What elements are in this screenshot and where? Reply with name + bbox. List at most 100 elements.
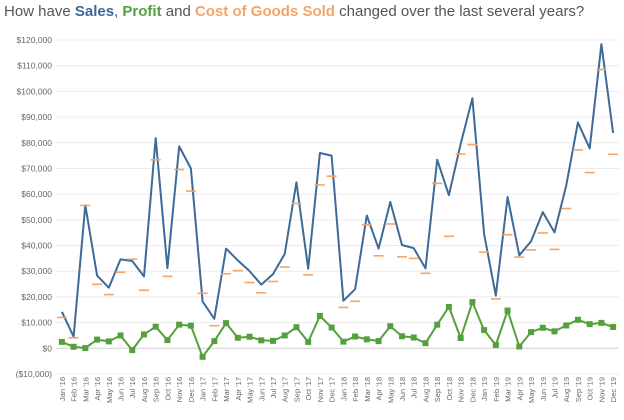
x-tick-label: Feb '17 <box>210 377 219 402</box>
x-tick-label: Oct '17 <box>304 377 313 401</box>
x-tick-label: Mar '19 <box>504 377 513 402</box>
profit-point <box>328 324 335 331</box>
profit-point <box>586 321 593 328</box>
x-tick-label: Mar '17 <box>222 377 231 402</box>
profit-point <box>305 338 312 345</box>
x-tick-label: Apr '16 <box>93 377 102 401</box>
y-axis: ($10,000) $0 $10,000 $20,000 $30,000 $40,000 $… <box>16 35 53 379</box>
x-tick-label: Sep '17 <box>292 377 301 402</box>
profit-point <box>234 334 241 341</box>
profit-point <box>399 333 406 340</box>
x-tick-label: Jun '16 <box>117 377 126 401</box>
x-tick-label: Jan '16 <box>58 377 67 401</box>
profit-point <box>140 331 147 338</box>
profit-point <box>281 332 288 339</box>
profit-point <box>246 333 253 340</box>
x-tick-label: Aug '18 <box>421 377 430 402</box>
x-tick-label: Oct '19 <box>586 377 595 401</box>
x-tick-label: Dec '17 <box>328 377 337 402</box>
x-tick-label: May '16 <box>105 377 114 403</box>
profit-point <box>117 332 124 339</box>
profit-point <box>187 322 194 329</box>
title-prefix: How have <box>4 3 75 20</box>
profit-point <box>164 337 171 344</box>
profit-point <box>105 338 112 345</box>
x-tick-label: Mar '18 <box>363 377 372 402</box>
x-tick-label: Jan '17 <box>199 377 208 401</box>
profit-point <box>316 312 323 319</box>
y-tick-label: ($10,000) <box>16 369 53 379</box>
profit-point <box>58 338 65 345</box>
profit-point <box>176 321 183 328</box>
y-tick-label: $10,000 <box>21 318 52 328</box>
x-tick-label: May '18 <box>386 377 395 403</box>
x-tick-label: Oct '16 <box>163 377 172 401</box>
x-tick-label: Aug '19 <box>562 377 571 402</box>
gridlines <box>56 39 619 375</box>
x-tick-label: Feb '18 <box>351 377 360 402</box>
x-tick-label: Nov '16 <box>175 377 184 402</box>
title-sep2: and <box>161 3 195 20</box>
x-tick-label: Jan '19 <box>480 377 489 401</box>
x-tick-label: May '19 <box>527 377 536 403</box>
x-tick-label: Sep '19 <box>574 377 583 402</box>
sales-line <box>60 43 615 338</box>
x-tick-label: Apr '19 <box>515 377 524 401</box>
profit-point <box>598 319 605 326</box>
profit-point <box>563 322 570 329</box>
y-tick-label: $80,000 <box>21 138 52 148</box>
profit-point <box>199 353 206 360</box>
x-tick-label: Nov '17 <box>316 377 325 402</box>
x-tick-label: Jul '17 <box>269 377 278 398</box>
profit-point <box>469 299 476 306</box>
x-tick-label: Jul '16 <box>128 377 137 398</box>
profit-point <box>293 324 300 331</box>
y-tick-label: $110,000 <box>17 61 52 71</box>
profit-point <box>504 307 511 314</box>
x-tick-label: Aug '17 <box>281 377 290 402</box>
x-tick-label: Jul '18 <box>410 377 419 398</box>
profit-point <box>516 343 523 350</box>
profit-point <box>352 333 359 340</box>
y-tick-label: $100,000 <box>17 86 53 96</box>
x-tick-label: Jun '19 <box>539 377 548 401</box>
title-cogs: Cost of Goods Sold <box>194 3 335 20</box>
profit-point <box>528 329 535 336</box>
x-tick-label: Oct '18 <box>445 377 454 401</box>
x-tick-label: Jan '18 <box>339 377 348 401</box>
x-tick-label: May '17 <box>246 377 255 403</box>
profit-point <box>152 323 159 330</box>
x-tick-label: Nov '19 <box>597 377 606 402</box>
y-tick-label: $50,000 <box>21 215 52 225</box>
x-tick-label: Mar '16 <box>81 377 90 402</box>
profit-point <box>269 337 276 344</box>
profit-point <box>422 340 429 347</box>
title-suffix: changed over the last several years? <box>334 3 585 20</box>
profit-point <box>551 328 558 335</box>
x-tick-label: Sep '18 <box>433 377 442 402</box>
y-tick-label: $30,000 <box>21 266 52 276</box>
x-tick-label: Feb '16 <box>70 377 79 402</box>
x-tick-label: Sep '16 <box>152 377 161 402</box>
profit-point <box>211 338 218 345</box>
y-tick-label: $0 <box>43 343 53 353</box>
y-tick-label: $90,000 <box>21 112 52 122</box>
x-tick-label: Jun '18 <box>398 377 407 401</box>
profit-point <box>258 337 265 344</box>
profit-point <box>445 303 452 310</box>
profit-point <box>94 336 101 343</box>
profit-point <box>82 345 89 352</box>
x-tick-label: Dec '16 <box>187 377 196 402</box>
profit-point <box>70 343 77 350</box>
x-axis: Jan '16 Feb '16 Mar '16 Apr '16 May '16 Jun '… <box>58 377 618 403</box>
profit-point <box>539 324 546 331</box>
x-tick-label: Dec '19 <box>609 377 618 402</box>
profit-point <box>410 334 417 341</box>
y-tick-label: $20,000 <box>21 292 52 302</box>
x-tick-label: Feb '19 <box>492 377 501 402</box>
series-layer <box>56 43 619 360</box>
profit-point <box>375 338 382 345</box>
x-tick-label: Nov '18 <box>457 377 466 402</box>
x-tick-label: Apr '18 <box>375 377 384 401</box>
